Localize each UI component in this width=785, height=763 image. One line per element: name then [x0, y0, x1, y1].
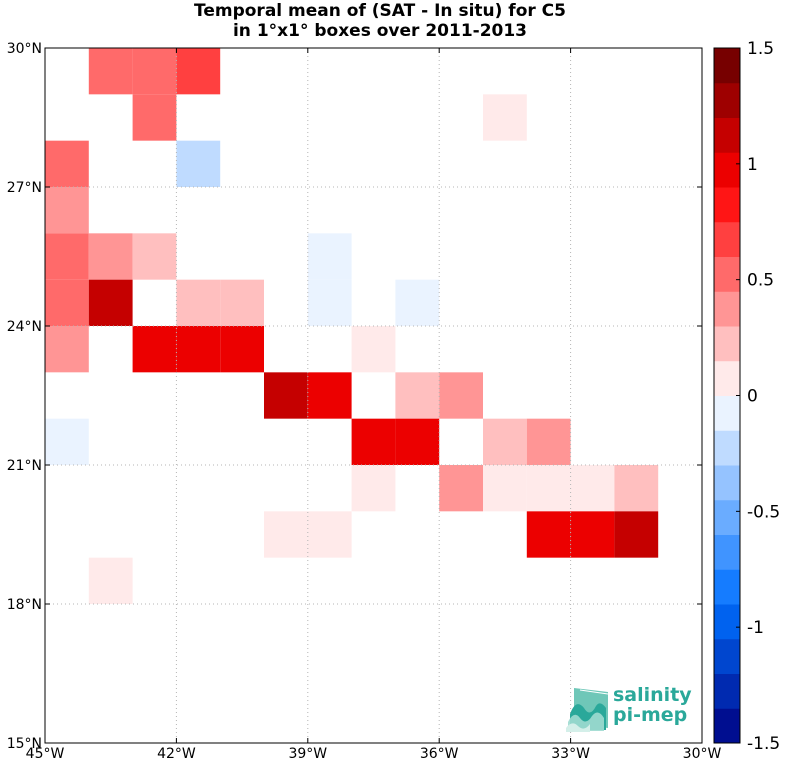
- heatmap-cell: [526, 511, 571, 558]
- heatmap-cell: [264, 511, 308, 558]
- wave-logo-icon: [566, 688, 609, 732]
- x-tick-label: 36°W: [420, 746, 459, 762]
- colorbar: 1.5 1 0.5 0 -0.5 -1 -1.5: [713, 39, 780, 754]
- y-tick-label: 21°N: [7, 458, 42, 474]
- heatmap-cell: [45, 140, 89, 187]
- heatmap-cell: [45, 187, 89, 234]
- heatmap-cell: [570, 511, 615, 558]
- colorbar-segment: [714, 82, 740, 118]
- colorbar-segment: [714, 499, 740, 535]
- heatmap-cell: [88, 279, 133, 326]
- heatmap-cell: [439, 465, 483, 512]
- colorbar-segment: [714, 430, 740, 466]
- heatmap-cell: [132, 326, 177, 373]
- heatmap-cell: [307, 279, 352, 326]
- heatmap-cell: [176, 48, 221, 95]
- colorbar-segment: [714, 152, 740, 188]
- colorbar-segment: [714, 395, 740, 431]
- x-tick-label: 45°W: [26, 746, 65, 762]
- heatmap-cell: [351, 326, 396, 373]
- colorbar-segment: [714, 48, 740, 84]
- axis-ticks: 45°W 42°W 39°W 36°W 33°W 30°W 15°N 18°N 21°N 24°N…: [7, 41, 722, 762]
- salinity-pimep-logo: salinity pi-mep: [566, 684, 696, 732]
- heatmap-cells: [45, 48, 659, 604]
- colorbar-segment: [714, 638, 740, 674]
- y-tick-label: 30°N: [7, 41, 42, 57]
- y-tick-label: 24°N: [7, 319, 42, 335]
- plot-frame: [44, 47, 703, 744]
- heatmap-cell: [351, 465, 396, 512]
- heatmap-cell: [307, 372, 352, 419]
- colorbar-segment: [714, 604, 740, 640]
- x-tick-label: 39°W: [288, 746, 327, 762]
- colorbar-segment: [714, 708, 740, 744]
- heatmap-cell: [88, 233, 133, 280]
- colorbar-segment: [714, 256, 740, 292]
- colorbar-segment: [714, 221, 740, 257]
- heatmap-cell: [132, 233, 177, 280]
- heatmap-cell: [307, 511, 352, 558]
- heatmap-cell: [483, 94, 527, 141]
- logo-text-salinity: salinity: [613, 684, 692, 706]
- x-tick-label: 30°W: [683, 746, 722, 762]
- heatmap-cell: [45, 233, 89, 280]
- colorbar-segment: [714, 291, 740, 327]
- colorbar-tick-label: 1.5: [747, 39, 774, 59]
- heatmap-cell: [351, 418, 396, 465]
- y-tick-label: 27°N: [7, 180, 42, 196]
- colorbar-segment: [714, 187, 740, 223]
- colorbar-segment: [714, 534, 740, 570]
- colorbar-segment: [714, 360, 740, 396]
- heatmap-cell: [45, 418, 89, 465]
- y-tick-label: 15°N: [7, 736, 42, 752]
- colorbar-segment: [714, 326, 740, 362]
- heatmap-cell: [614, 511, 659, 558]
- logo-text-pimep: pi-mep: [613, 704, 688, 726]
- heatmap-cell: [614, 465, 659, 512]
- heatmap-cell: [132, 48, 177, 95]
- y-tick-label: 18°N: [7, 597, 42, 613]
- heatmap-cell: [45, 326, 89, 373]
- colorbar-tick-label: 1: [747, 155, 758, 175]
- chart-title: Temporal mean of (SAT - In situ) for C5: [194, 1, 566, 21]
- heatmap-cell: [176, 326, 221, 373]
- colorbar-segment: [714, 569, 740, 605]
- colorbar-tick-label: -1.5: [747, 734, 780, 754]
- heatmap-cell: [88, 557, 133, 604]
- colorbar-segment: [714, 117, 740, 153]
- x-tick-label: 33°W: [551, 746, 590, 762]
- heatmap-cell: [483, 465, 527, 512]
- colorbar-segment: [714, 673, 740, 709]
- heatmap-cell: [570, 465, 615, 512]
- heatmap-cell: [395, 418, 440, 465]
- heatmap-cell: [264, 372, 308, 419]
- heatmap-cell: [45, 279, 89, 326]
- heatmap-cell: [220, 326, 264, 373]
- heatmap-cell: [176, 140, 221, 187]
- heatmap-cell: [220, 279, 264, 326]
- chart-subtitle: in 1°x1° boxes over 2011-2013: [232, 21, 528, 41]
- x-tick-label: 42°W: [157, 746, 196, 762]
- colorbar-tick-label: -1: [747, 618, 764, 638]
- heatmap-cell: [176, 279, 221, 326]
- heatmap-cell: [307, 233, 352, 280]
- colorbar-segment: [714, 465, 740, 501]
- heatmap-cell: [526, 465, 571, 512]
- heatmap-cell: [132, 94, 177, 141]
- heatmap-cell: [395, 279, 440, 326]
- colorbar-tick-label: -0.5: [747, 502, 780, 522]
- heatmap-cell: [395, 372, 440, 419]
- colorbar-tick-label: 0.5: [747, 271, 774, 291]
- colorbar-tick-label: 0: [747, 387, 758, 407]
- grid-lines: [45, 48, 702, 743]
- heatmap-cell: [88, 48, 133, 95]
- heatmap-cell: [483, 418, 527, 465]
- heatmap-cell: [439, 372, 483, 419]
- heatmap-cell: [526, 418, 571, 465]
